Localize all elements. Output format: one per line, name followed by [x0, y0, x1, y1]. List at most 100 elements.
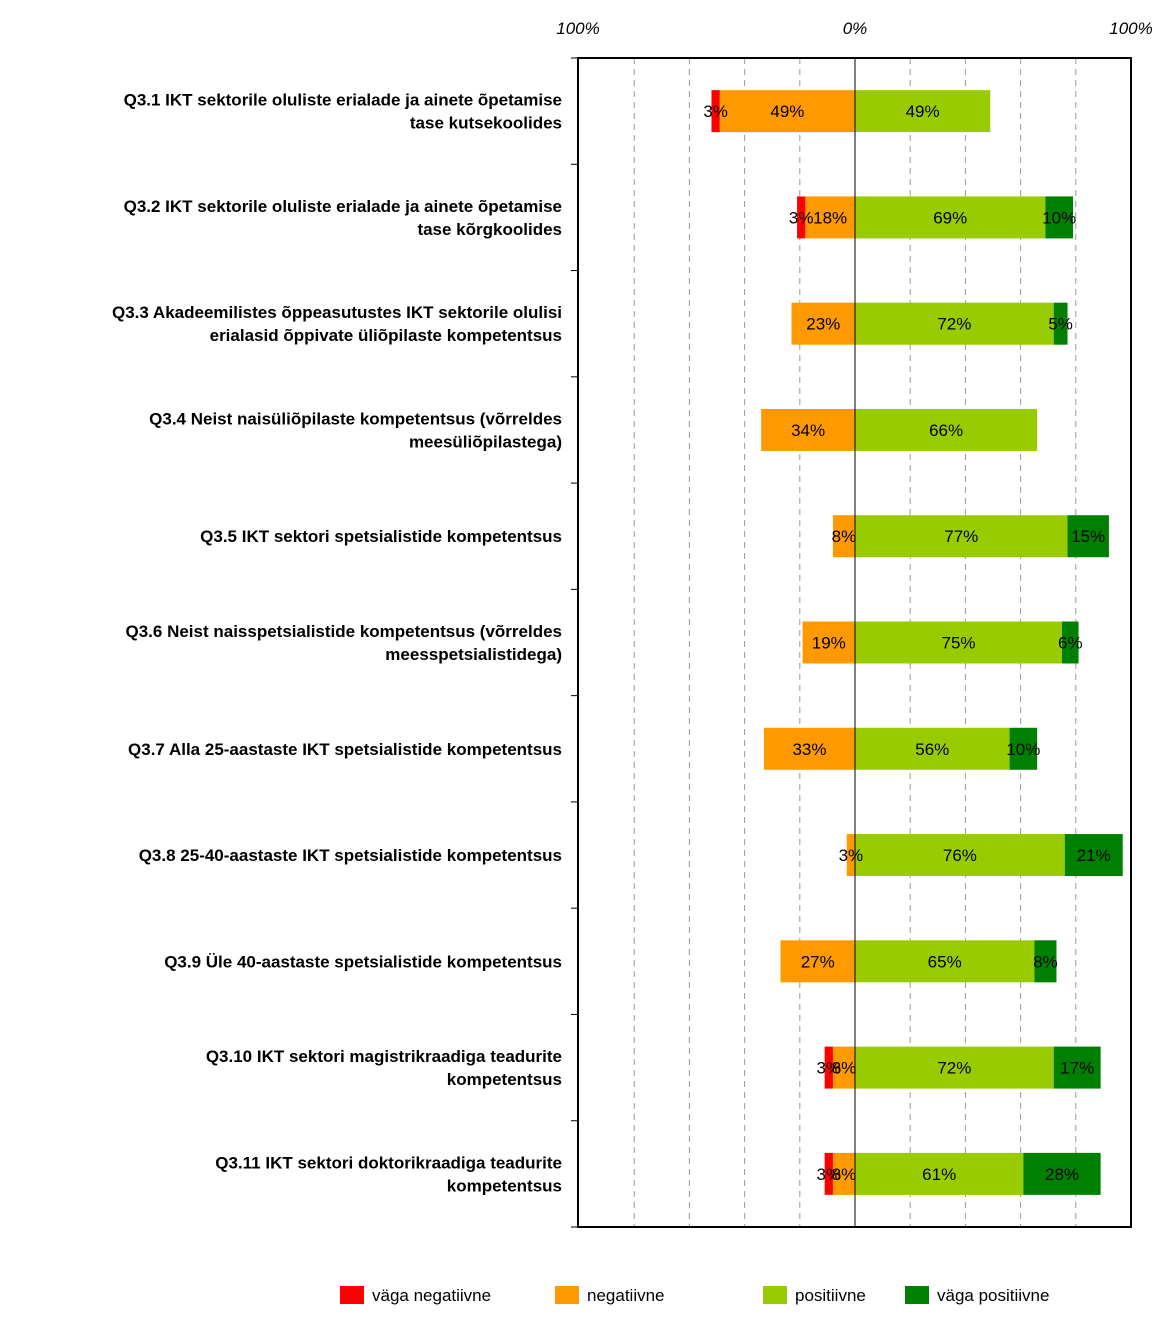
category-label: Q3.6 Neist naisspetsialistide kompetents…	[126, 622, 563, 641]
category-label: meesspetsialistidega)	[385, 645, 562, 664]
bar-segment	[1053, 302, 1068, 345]
bar-segment	[832, 515, 855, 558]
data-label: 66%	[929, 421, 963, 440]
bar-segment	[761, 408, 855, 451]
data-label: 27%	[801, 952, 835, 971]
category-label: tase kutsekoolides	[410, 114, 562, 133]
plot-border	[577, 57, 1132, 1228]
data-label: 18%	[813, 208, 847, 227]
axis-tick-label: 100%	[1109, 19, 1152, 38]
category-label: Q3.5 IKT sektori spetsialistide kompeten…	[200, 527, 562, 546]
axis-tick-label: 100%	[556, 19, 599, 38]
data-label: 8%	[832, 527, 857, 546]
bar-segment	[855, 515, 1068, 558]
bar-segment	[805, 196, 855, 239]
category-label: Q3.11 IKT sektori doktorikraadiga teadur…	[215, 1153, 562, 1172]
bar-segment	[855, 940, 1035, 983]
bar-segment	[711, 90, 720, 133]
bar-segment	[855, 1152, 1024, 1195]
bar-segment	[832, 1152, 855, 1195]
bar-segment	[1009, 727, 1038, 770]
data-label: 3%	[816, 1059, 841, 1078]
bar-segment	[824, 1152, 833, 1195]
data-label: 34%	[791, 421, 825, 440]
legend-swatch	[905, 1286, 929, 1304]
data-label: 49%	[906, 102, 940, 121]
axis: 100% 0% 100%	[556, 19, 1153, 1228]
bar-segment	[855, 90, 991, 133]
data-label: 3%	[703, 102, 728, 121]
bar-segment	[1067, 515, 1109, 558]
data-label: 8%	[832, 1059, 857, 1078]
data-label: 3%	[789, 208, 814, 227]
bar-segment	[855, 621, 1062, 664]
data-label: 17%	[1060, 1059, 1094, 1078]
data-label: 19%	[812, 634, 846, 653]
data-label: 5%	[1048, 315, 1073, 334]
category-label: erialasid õppivate üliõpilaste kompetent…	[210, 326, 562, 345]
bar-segment	[802, 621, 855, 664]
data-label: 49%	[770, 102, 804, 121]
data-label: 75%	[941, 634, 975, 653]
category-label: Q3.3 Akadeemilistes õppeasutustes IKT se…	[112, 303, 562, 322]
bar-segment	[855, 834, 1065, 877]
bar-segment	[1045, 196, 1074, 239]
bar-segment	[855, 727, 1010, 770]
bar-segment	[855, 196, 1046, 239]
data-label: 61%	[922, 1165, 956, 1184]
data-label: 77%	[944, 527, 978, 546]
data-label: 8%	[832, 1165, 857, 1184]
legend-swatch	[763, 1286, 787, 1304]
bar-segment	[763, 727, 855, 770]
bar-segment	[719, 90, 855, 133]
data-label: 69%	[933, 208, 967, 227]
bar-segment	[824, 1046, 833, 1089]
bar-segment	[1053, 1046, 1101, 1089]
legend-label: väga negatiivne	[372, 1286, 491, 1305]
bar-segment	[780, 940, 855, 983]
data-label: 65%	[928, 952, 962, 971]
bar-segment	[791, 302, 855, 345]
bar-segment	[1062, 621, 1079, 664]
data-label: 72%	[937, 315, 971, 334]
bar-segment	[797, 196, 806, 239]
category-label: Q3.8 25-40-aastaste IKT spetsialistide k…	[139, 846, 562, 865]
data-label: 3%	[839, 846, 864, 865]
legend-label: väga positiivne	[937, 1286, 1049, 1305]
category-label: Q3.9 Üle 40-aastaste spetsialistide komp…	[164, 952, 562, 971]
bar-segment	[855, 408, 1038, 451]
data-label: 10%	[1042, 208, 1076, 227]
bar-segment	[1023, 1152, 1101, 1195]
category-label: Q3.10 IKT sektori magistrikraadiga teadu…	[206, 1047, 562, 1066]
data-label: 76%	[943, 846, 977, 865]
category-label: Q3.4 Neist naisüliõpilaste kompetentsus …	[149, 409, 562, 428]
data-label: 15%	[1071, 527, 1105, 546]
data-label: 21%	[1077, 846, 1111, 865]
legend: väga negatiivne negatiivne positiivne väga …	[340, 1286, 1049, 1305]
category-label: Q3.1 IKT sektorile oluliste erialade ja …	[124, 91, 562, 110]
data-label: 10%	[1006, 740, 1040, 759]
data-label: 72%	[937, 1059, 971, 1078]
bar-segment	[1064, 834, 1123, 877]
bar-segment	[855, 1046, 1054, 1089]
bar-segment	[855, 302, 1054, 345]
data-label: 56%	[915, 740, 949, 759]
data-label: 3%	[816, 1165, 841, 1184]
bar-segment	[832, 1046, 855, 1089]
bar-segment	[1034, 940, 1057, 983]
category-label: meesüliõpilastega)	[409, 432, 562, 451]
data-label: 33%	[792, 740, 826, 759]
category-label: tase kõrgkoolides	[417, 220, 562, 239]
data-label: 8%	[1033, 952, 1058, 971]
legend-label: negatiivne	[587, 1286, 665, 1305]
data-label: 28%	[1045, 1165, 1079, 1184]
legend-swatch	[555, 1286, 579, 1304]
legend-label: positiivne	[795, 1286, 866, 1305]
legend-swatch	[340, 1286, 364, 1304]
data-label: 6%	[1058, 634, 1083, 653]
data-label: 23%	[806, 315, 840, 334]
category-label: Q3.2 IKT sektorile oluliste erialade ja …	[124, 197, 562, 216]
bar-segment	[846, 834, 855, 877]
bars	[711, 90, 1123, 1195]
